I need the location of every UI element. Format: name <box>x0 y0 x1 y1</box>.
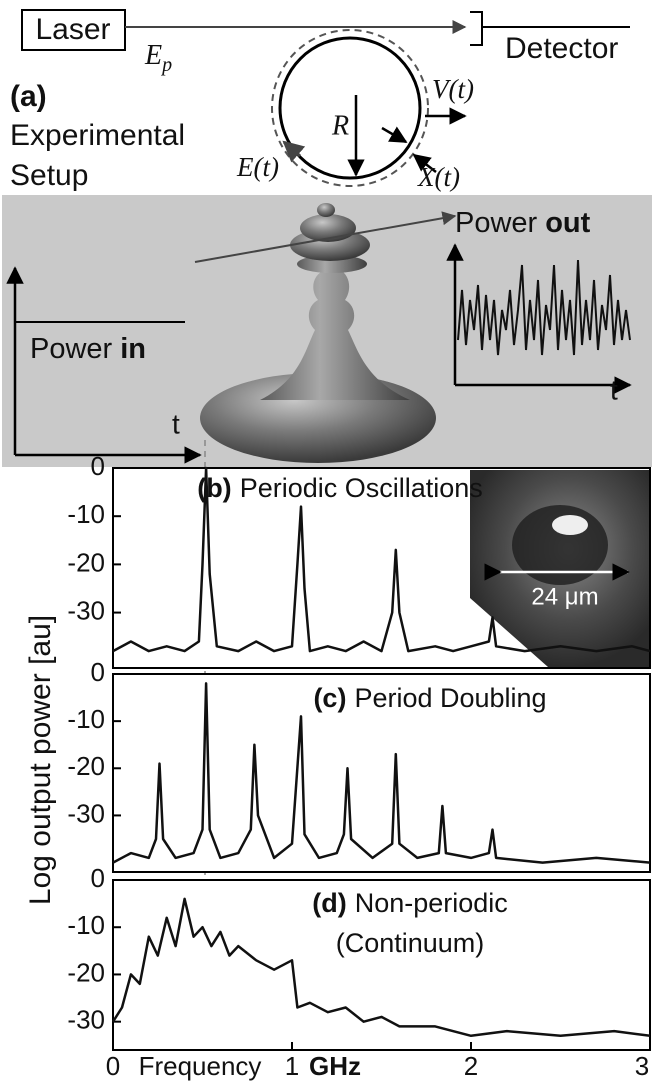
velocity-label: V(t) <box>432 74 474 104</box>
field-label: Ep <box>144 40 172 75</box>
field-arrow <box>282 140 306 163</box>
power-in-emphasis: in <box>120 333 146 365</box>
pillar <box>260 270 410 400</box>
x-axis-label: Frequency <box>139 1051 262 1081</box>
y-tick-label: -10 <box>67 499 105 529</box>
x-tick-label: 2 <box>464 1051 478 1081</box>
y-tick-label: -20 <box>67 751 105 781</box>
detector-bracket <box>470 11 483 46</box>
y-tick-label: 0 <box>91 657 105 687</box>
power-out-text: Power <box>455 207 538 239</box>
detector-label: Detector <box>505 32 618 65</box>
panel-label: (a) <box>10 80 47 113</box>
panel-title: (c) Period Doubling <box>313 683 546 713</box>
panel-title-text: Periodic Oscillations <box>240 473 483 503</box>
plot-frame <box>112 879 651 1051</box>
y-tick-label: -20 <box>67 957 105 987</box>
y-tick-label: -10 <box>67 910 105 940</box>
y-tick-label: 0 <box>91 451 105 481</box>
displacement-label: X(t) <box>417 162 460 192</box>
field-subscript: p <box>160 54 172 76</box>
scale-label: 24 μm <box>531 583 598 610</box>
y-tick-label: -30 <box>67 798 105 828</box>
power-out-label: Power out <box>455 207 591 239</box>
field-symbol: E <box>144 40 162 71</box>
spectrum-line <box>112 682 651 864</box>
circulating-label: E(t) <box>236 152 279 182</box>
plot-frame <box>112 673 651 873</box>
power-in-label: Power in <box>30 333 146 365</box>
ring <box>278 36 422 180</box>
panel-subtitle: (Continuum) <box>336 928 485 958</box>
x-axis-unit: GHz <box>309 1051 361 1081</box>
y-tick-label: 0 <box>91 863 105 893</box>
time-label: t <box>172 408 180 439</box>
inset-highlight <box>552 515 588 535</box>
panel-label: (b) <box>197 473 231 503</box>
y-tick-label: -20 <box>67 547 105 577</box>
panel-title-text: Non-periodic <box>355 888 508 918</box>
y-tick-label: -30 <box>67 1005 105 1035</box>
caption-line: Setup <box>10 159 88 192</box>
spectra: 24 μm 0 -10 -20 -30 (b) Periodic Oscillations L… <box>24 451 651 1081</box>
disk-cap <box>317 203 335 217</box>
panel-title-text: Period Doubling <box>354 683 546 713</box>
spectrum-line <box>112 466 651 653</box>
radius-label: R <box>331 110 349 141</box>
field-ring <box>271 29 429 187</box>
spectrum-line <box>111 897 651 1038</box>
y-tick-label: -10 <box>67 704 105 734</box>
disp-arrow <box>412 153 437 173</box>
panel-title: (b) Periodic Oscillations <box>197 473 483 503</box>
power-out-trace <box>457 259 631 356</box>
laser-label: Laser <box>35 13 110 46</box>
y-tick-label: -30 <box>67 595 105 625</box>
caption-line: Experimental <box>10 119 185 152</box>
time-label: t <box>610 374 618 405</box>
x-tick-label: 1 <box>285 1051 299 1081</box>
laser-box <box>21 9 126 51</box>
x-tick-label: 3 <box>635 1051 649 1081</box>
panel-label: (d) <box>312 888 346 918</box>
y-axis-label: Log output power [au] <box>24 615 57 905</box>
panel-title: (d) Non-periodic <box>312 888 508 918</box>
x-tick-label: 0 <box>106 1051 120 1081</box>
panel-label: (c) <box>313 683 346 713</box>
power-in-text: Power <box>30 333 113 365</box>
power-out-emphasis: out <box>545 207 590 239</box>
beam-coupling <box>194 211 457 263</box>
disp-arrow <box>381 126 408 144</box>
